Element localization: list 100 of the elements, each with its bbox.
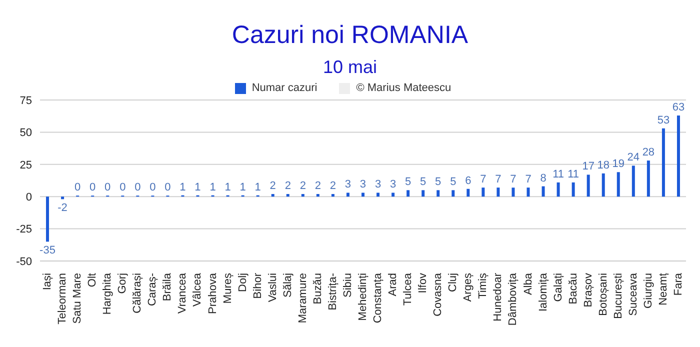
x-tick-label: Covasna xyxy=(432,272,444,316)
bar xyxy=(46,196,50,242)
x-tick-label: Dolj xyxy=(236,273,249,292)
x-tick-label: Dâmbovița xyxy=(507,272,520,326)
x-tick-label: Caraș- xyxy=(146,272,159,306)
data-label: 7 xyxy=(480,174,486,186)
x-tick-label: Argeș xyxy=(462,272,474,302)
y-tick-label: 50 xyxy=(20,127,32,140)
data-label: 1 xyxy=(180,181,186,194)
data-label: 2 xyxy=(314,180,321,192)
data-label: 11 xyxy=(552,168,564,180)
data-label: 2 xyxy=(330,180,336,192)
x-tick-label: Brașov xyxy=(582,272,594,308)
bar xyxy=(331,194,334,197)
x-tick-label: Bistrița- xyxy=(326,272,339,310)
data-label: 0 xyxy=(120,182,126,194)
bar xyxy=(632,166,635,197)
x-tick-label: Prahova xyxy=(206,272,219,314)
data-label: 7 xyxy=(510,174,516,186)
data-label: 3 xyxy=(374,178,382,191)
data-label: -2 xyxy=(58,202,68,214)
data-label: 5 xyxy=(435,176,442,188)
bar xyxy=(286,194,290,197)
data-label: 7 xyxy=(495,174,502,186)
y-tick-label: -25 xyxy=(16,224,32,236)
data-label: 1 xyxy=(210,181,216,194)
bar xyxy=(542,186,545,197)
data-label: 1 xyxy=(224,181,231,194)
data-label: 0 xyxy=(104,182,111,194)
bar xyxy=(602,173,605,197)
bar xyxy=(301,194,304,197)
x-tick-label: Maramure xyxy=(296,273,309,324)
bar xyxy=(422,190,425,197)
x-tick-label: Teleorman xyxy=(56,273,69,324)
x-tick-label: Călărași xyxy=(132,273,144,314)
bar xyxy=(376,192,380,197)
x-tick-label: Mehedinți xyxy=(357,273,369,321)
x-tick-label: Bihor xyxy=(252,272,264,299)
x-tick-label: Satu Mare xyxy=(72,273,84,324)
bar xyxy=(316,194,320,197)
bar xyxy=(466,188,470,197)
x-tick-label: Gorj xyxy=(116,273,129,294)
y-tick-label: 75 xyxy=(20,94,32,107)
x-tick-label: Sibiu xyxy=(342,273,354,298)
data-label: 6 xyxy=(465,174,472,187)
data-label: 2 xyxy=(300,180,306,192)
data-label: 17 xyxy=(582,160,594,173)
data-label: -35 xyxy=(40,244,56,257)
data-label: 0 xyxy=(90,182,96,194)
chart-subtitle: 10 mai xyxy=(322,56,378,78)
bar xyxy=(482,188,485,197)
x-tick-label: Suceava xyxy=(627,272,640,316)
data-label: 1 xyxy=(254,181,261,194)
data-label: 1 xyxy=(240,181,246,194)
data-label: 19 xyxy=(612,158,625,170)
y-tick-label: -50 xyxy=(16,256,32,268)
bar xyxy=(496,188,500,197)
y-tick-label: 25 xyxy=(20,159,32,172)
bar xyxy=(61,196,64,200)
x-tick-label: Tulcea xyxy=(402,272,414,306)
x-tick-label: Giurgiu xyxy=(642,273,654,308)
x-tick-label: Iași xyxy=(42,273,54,290)
legend-label: © Marius Mateescu xyxy=(356,82,452,94)
x-tick-label: Mureș xyxy=(222,272,234,304)
x-tick-label: Bacău xyxy=(567,273,580,304)
bar xyxy=(586,174,590,197)
x-tick-label: Alba xyxy=(522,272,534,296)
x-tick-label: Vâlcea xyxy=(192,272,204,307)
data-label: 3 xyxy=(344,178,352,191)
bar xyxy=(556,182,560,197)
data-label: 2 xyxy=(284,180,291,192)
bar xyxy=(646,160,650,197)
x-tick-label: Vrancea xyxy=(176,272,189,314)
bar xyxy=(526,188,530,197)
x-tick-label: Constanța xyxy=(372,272,384,324)
chart-title: Cazuri noi ROMANIA xyxy=(230,20,470,50)
x-tick-label: Neamț xyxy=(657,273,670,306)
bar xyxy=(572,182,575,197)
x-tick-label: Ialomița xyxy=(537,272,550,312)
data-label: 63 xyxy=(672,101,685,114)
data-label: 5 xyxy=(405,176,412,188)
x-tick-label: Olt xyxy=(86,273,99,288)
bar xyxy=(271,194,274,197)
data-label: 24 xyxy=(627,152,640,164)
x-tick-label: Galați xyxy=(552,273,564,302)
y-tick-label: 0 xyxy=(26,192,32,204)
x-tick-label: București xyxy=(612,273,624,319)
x-tick-label: Timiș xyxy=(477,272,490,299)
bar xyxy=(616,172,620,197)
data-label: 7 xyxy=(525,174,532,186)
data-label: 5 xyxy=(450,176,456,188)
bar xyxy=(362,192,364,197)
bar xyxy=(346,192,350,197)
bar xyxy=(676,115,680,197)
bar xyxy=(436,190,440,197)
data-label: 53 xyxy=(657,114,670,126)
x-tick-label: Ilfov xyxy=(417,272,430,294)
legend-label: Numar cazuri xyxy=(252,82,318,94)
x-tick-label: Sălaj xyxy=(282,273,294,298)
data-label: 0 xyxy=(150,182,156,194)
